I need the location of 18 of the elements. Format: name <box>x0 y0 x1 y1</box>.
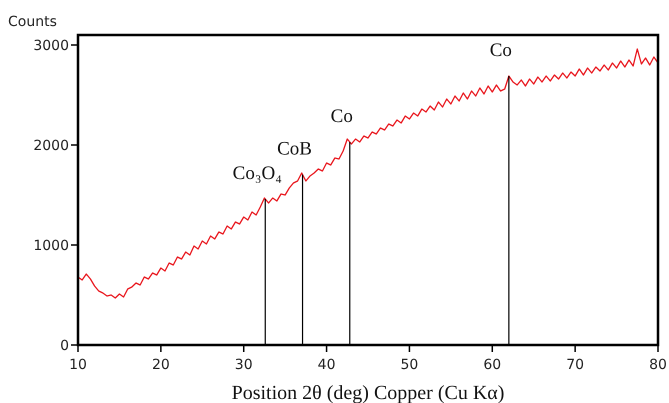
x-tick-label: 60 <box>483 357 502 373</box>
ref-line-label: Co₃O₄ <box>232 163 282 184</box>
x-tick-label: 40 <box>318 357 336 373</box>
y-tick-label: 0 <box>60 338 69 354</box>
ref-line-label: Co <box>490 40 512 61</box>
x-tick-label: 20 <box>152 357 170 373</box>
x-tick-label: 50 <box>400 357 418 373</box>
y-tick-label: 2000 <box>33 138 69 154</box>
x-tick-label: 10 <box>69 357 87 373</box>
ref-line-label: Co <box>330 106 353 127</box>
ref-line-label: CoB <box>277 138 312 160</box>
y-tick-label: 1000 <box>33 238 69 254</box>
x-tick-label: 30 <box>234 357 253 373</box>
x-axis-title: Position 2θ (deg) Copper (Cu Kα) <box>232 382 504 403</box>
x-tick-label: 80 <box>649 357 667 373</box>
y-axis-title: Counts <box>8 14 57 30</box>
x-tick-label: 70 <box>566 357 584 373</box>
y-tick-label: 3000 <box>33 38 69 54</box>
